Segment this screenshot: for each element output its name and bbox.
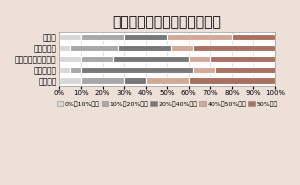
Bar [210,56,275,62]
Bar [193,67,214,73]
Bar [70,45,118,51]
Bar [113,56,189,62]
Title: 成長ステージ別自己資本比率: 成長ステージ別自己資本比率 [113,15,222,29]
Bar [193,45,275,51]
Bar [172,45,193,51]
Bar [167,34,232,40]
Bar [59,67,70,73]
Bar [118,45,172,51]
Legend: 0%～10%未満, 10%～20%未満, 20%～40%未満, 40%～50%未満, 50%以上: 0%～10%未満, 10%～20%未満, 20%～40%未満, 40%～50%未… [54,99,280,109]
Bar [81,78,124,84]
Bar [146,78,189,84]
Bar [214,67,275,73]
Bar [59,78,81,84]
Bar [232,34,275,40]
Bar [81,56,113,62]
Bar [124,34,167,40]
Bar [189,56,210,62]
Bar [124,78,146,84]
Bar [59,56,81,62]
Bar [59,45,70,51]
Bar [81,67,193,73]
Bar [70,67,81,73]
Bar [81,34,124,40]
Bar [189,78,275,84]
Bar [59,34,81,40]
